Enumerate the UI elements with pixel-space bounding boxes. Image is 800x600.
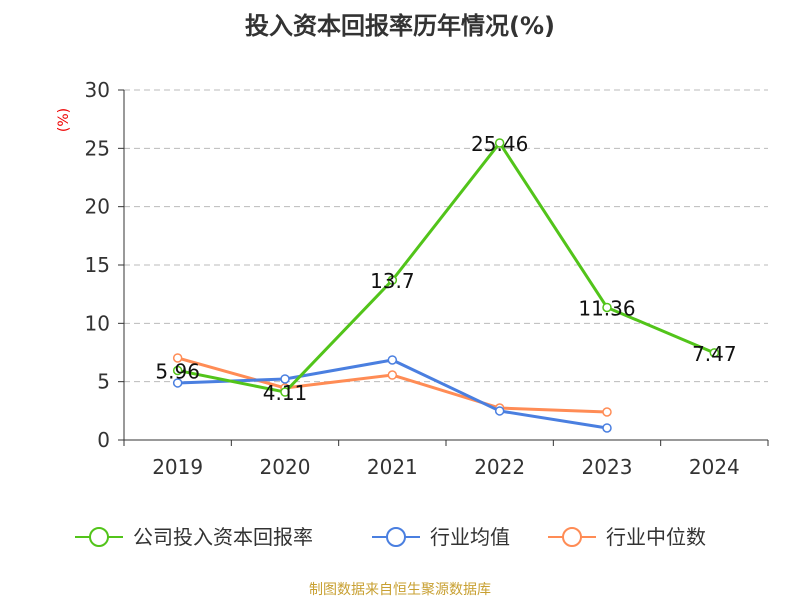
data-point xyxy=(387,370,398,380)
data-point xyxy=(280,374,290,384)
y-tick-label: 10 xyxy=(85,311,110,335)
series-line xyxy=(177,358,608,430)
series-line xyxy=(177,140,715,394)
x-tick-label: 2022 xyxy=(474,455,525,479)
data-label: 11.36 xyxy=(578,296,635,320)
data-label: 4.11 xyxy=(263,381,308,405)
legend-marker xyxy=(562,527,582,547)
legend-marker xyxy=(386,527,406,547)
data-point xyxy=(387,275,398,285)
x-tick-label: 2020 xyxy=(260,455,311,479)
y-tick-label: 30 xyxy=(85,78,110,102)
data-label: 5.96 xyxy=(155,359,200,383)
y-tick-label: 5 xyxy=(97,370,110,394)
data-label: 13.7 xyxy=(370,269,415,293)
series-line xyxy=(177,356,608,414)
data-point xyxy=(280,387,290,397)
x-tick-label: 2024 xyxy=(689,455,740,479)
data-point xyxy=(172,353,183,363)
source-note: 制图数据来自恒生聚源数据库 xyxy=(309,582,491,598)
x-tick-label: 2019 xyxy=(152,455,203,479)
data-point xyxy=(172,365,183,376)
data-point xyxy=(494,406,505,416)
data-point xyxy=(709,348,720,358)
chart-title: 投入资本回报率历年情况(%) xyxy=(245,12,555,40)
data-point xyxy=(387,355,398,365)
x-tick-label: 2021 xyxy=(367,455,418,479)
data-point xyxy=(602,302,612,313)
data-point xyxy=(602,407,612,417)
y-tick-label: 20 xyxy=(85,195,110,219)
y-tick-label: 0 xyxy=(97,428,110,452)
legend-label: 行业中位数 xyxy=(606,525,706,549)
data-point xyxy=(494,138,505,148)
data-label: 25.46 xyxy=(471,132,528,156)
y-tick-label: 15 xyxy=(85,253,110,277)
legend-label: 公司投入资本回报率 xyxy=(133,525,313,549)
legend-label: 行业均值 xyxy=(430,525,510,549)
y-tick-label: 25 xyxy=(85,136,110,160)
legend-marker xyxy=(89,527,109,547)
data-point xyxy=(602,423,612,433)
x-tick-label: 2023 xyxy=(582,455,633,479)
data-label: 7.47 xyxy=(692,342,737,366)
data-point xyxy=(172,378,183,388)
